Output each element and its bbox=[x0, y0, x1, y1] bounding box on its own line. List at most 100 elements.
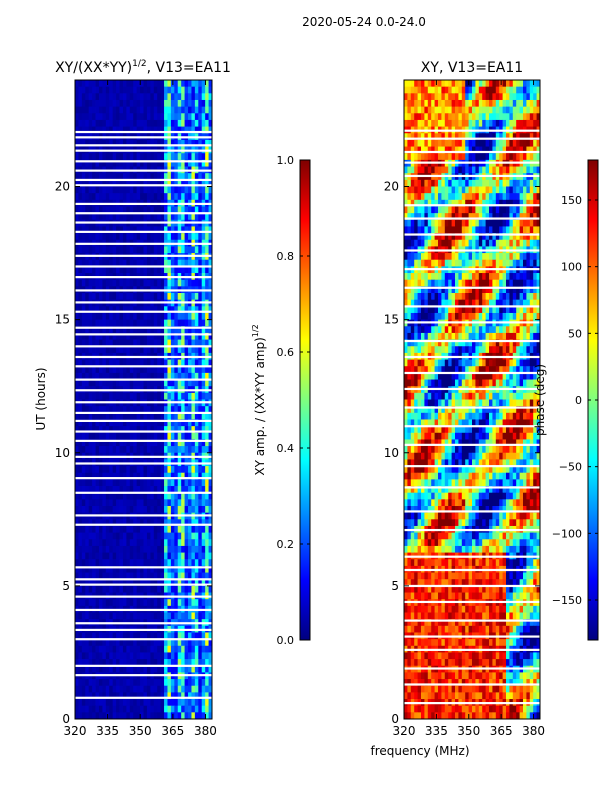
heatmap-cell bbox=[78, 432, 83, 440]
heatmap-cell bbox=[455, 239, 459, 247]
heatmap-cell bbox=[499, 99, 503, 108]
heatmap-cell bbox=[526, 139, 531, 147]
heatmap-cell bbox=[482, 166, 486, 174]
heatmap-cell bbox=[174, 259, 179, 267]
data-gap-line bbox=[75, 419, 212, 422]
heatmap-cell bbox=[85, 479, 90, 487]
heatmap-cell bbox=[191, 346, 196, 354]
heatmap-cell bbox=[88, 479, 93, 487]
heatmap-cell bbox=[126, 639, 131, 647]
heatmap-cell bbox=[98, 293, 103, 301]
heatmap-cell bbox=[157, 93, 162, 101]
heatmap-cell bbox=[150, 486, 155, 494]
figure-suptitle: 2020-05-24 0.0-24.0 bbox=[302, 15, 426, 29]
heatmap-cell bbox=[410, 153, 415, 161]
heatmap-cell bbox=[465, 80, 469, 88]
heatmap-cell bbox=[126, 659, 131, 667]
heatmap-cell bbox=[150, 266, 155, 274]
heatmap-cell bbox=[410, 193, 415, 201]
heatmap-cell bbox=[167, 293, 172, 301]
heatmap-cell bbox=[126, 366, 131, 374]
heatmap-cell bbox=[188, 659, 192, 667]
heatmap-cell bbox=[133, 426, 138, 434]
heatmap-cell bbox=[205, 246, 209, 254]
heatmap-cell bbox=[102, 632, 107, 640]
heatmap-cell bbox=[160, 679, 165, 687]
heatmap-cell bbox=[174, 665, 179, 673]
heatmap-cell bbox=[133, 419, 138, 427]
heatmap-cell bbox=[122, 206, 127, 214]
heatmap-cell bbox=[112, 126, 117, 134]
heatmap-cell bbox=[465, 119, 469, 127]
heatmap-cell bbox=[88, 712, 93, 719]
heatmap-cell bbox=[523, 106, 527, 114]
heatmap-cell bbox=[205, 472, 209, 480]
heatmap-cell bbox=[536, 213, 540, 221]
heatmap-cell bbox=[201, 659, 206, 667]
heatmap-cell bbox=[414, 186, 418, 194]
heatmap-cell bbox=[78, 259, 83, 267]
heatmap-cell bbox=[129, 139, 134, 147]
x-tick-label: 320 bbox=[64, 724, 87, 738]
heatmap-cell bbox=[112, 80, 117, 88]
heatmap-cell bbox=[194, 372, 199, 380]
heatmap-cell bbox=[75, 486, 79, 494]
heatmap-cell bbox=[126, 346, 131, 354]
heatmap-cell bbox=[112, 426, 117, 434]
heatmap-cell bbox=[98, 659, 103, 667]
heatmap-cell bbox=[509, 226, 514, 234]
heatmap-cell bbox=[533, 153, 537, 161]
heatmap-cell bbox=[140, 506, 144, 514]
heatmap-cell bbox=[126, 685, 131, 693]
heatmap-cell bbox=[143, 80, 148, 88]
heatmap-cell bbox=[465, 239, 469, 247]
heatmap-cell bbox=[92, 519, 96, 527]
heatmap-cell bbox=[98, 532, 103, 540]
heatmap-cell bbox=[109, 312, 114, 321]
heatmap-cell bbox=[119, 506, 124, 514]
heatmap-cell bbox=[485, 80, 490, 88]
heatmap-cell bbox=[81, 293, 86, 301]
heatmap-cell bbox=[475, 106, 480, 114]
heatmap-cell bbox=[184, 579, 189, 587]
heatmap-cell bbox=[509, 239, 514, 247]
heatmap-cell bbox=[143, 692, 148, 700]
heatmap-cell bbox=[495, 153, 500, 161]
heatmap-cell bbox=[191, 499, 196, 507]
heatmap-cell bbox=[177, 293, 182, 301]
heatmap-cell bbox=[102, 293, 107, 301]
heatmap-cell bbox=[188, 279, 192, 287]
heatmap-cell bbox=[208, 193, 212, 201]
heatmap-cell bbox=[122, 293, 127, 301]
heatmap-cell bbox=[105, 552, 110, 560]
heatmap-cell bbox=[455, 213, 459, 221]
heatmap-cell bbox=[167, 599, 172, 607]
heatmap-cell bbox=[153, 153, 158, 161]
heatmap-cell bbox=[167, 705, 172, 713]
heatmap-cell bbox=[404, 199, 408, 207]
heatmap-cell bbox=[516, 219, 520, 227]
heatmap-cell bbox=[112, 412, 117, 420]
heatmap-cell bbox=[140, 659, 144, 667]
heatmap-cell bbox=[160, 612, 165, 620]
heatmap-cell bbox=[78, 699, 83, 707]
heatmap-cell bbox=[78, 585, 83, 593]
heatmap-cell bbox=[157, 113, 162, 121]
heatmap-cell bbox=[95, 486, 100, 494]
heatmap-cell bbox=[105, 685, 110, 693]
heatmap-cell bbox=[201, 685, 206, 693]
heatmap-cell bbox=[205, 293, 209, 301]
heatmap-cell bbox=[102, 426, 107, 434]
heatmap-cell bbox=[126, 665, 131, 673]
heatmap-cell bbox=[78, 119, 83, 127]
heatmap-cell bbox=[410, 93, 415, 101]
heatmap-cell bbox=[191, 326, 196, 334]
heatmap-cell bbox=[102, 679, 107, 687]
heatmap-cell bbox=[482, 106, 486, 114]
heatmap-cell bbox=[205, 206, 209, 214]
heatmap-cell bbox=[136, 519, 141, 527]
heatmap-cell bbox=[133, 645, 138, 653]
heatmap-cell bbox=[160, 246, 165, 254]
heatmap-cell bbox=[170, 446, 175, 454]
heatmap-cell bbox=[434, 193, 439, 201]
